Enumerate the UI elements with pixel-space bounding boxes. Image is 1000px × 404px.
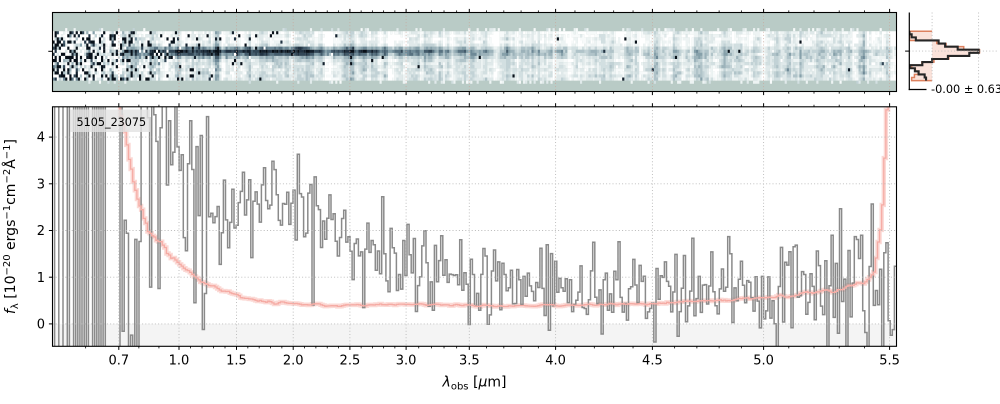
x-tick-label: 2.0 [283, 354, 304, 369]
ylabel-part-3: −20 [2, 254, 13, 275]
xlabel-subscript: obs [451, 382, 469, 393]
x-tick-label: 5.0 [753, 354, 774, 369]
xlabel-lambda: λ [442, 375, 451, 391]
twod-spectrum-panel [48, 9, 896, 95]
ylabel-part-6: cm [3, 184, 19, 205]
ylabel-part-2: [10 [3, 276, 19, 304]
y-tick-label: 2 [37, 224, 45, 239]
ylabel-part-8: Å [2, 159, 19, 169]
ylabel-part-7: −2 [2, 169, 13, 184]
x-tick-label: 5.5 [879, 354, 900, 369]
ylabel-part-4: ergs [3, 220, 19, 255]
y-tick-label: 1 [37, 271, 45, 286]
profile-stats: -0.00 ± 0.63 [927, 83, 1000, 97]
xlabel-bracket: [ [469, 375, 479, 391]
x-tick-label: 3.5 [459, 354, 480, 369]
xlabel-unit-close: m] [487, 375, 506, 391]
y-tick-label: 0 [37, 318, 45, 333]
x-tick-label: 2.5 [340, 354, 361, 369]
x-axis-label: λobs [μm] [442, 375, 507, 393]
y-axis-label: fλ [10−20 ergs−1cm−2Å−1] [2, 139, 21, 314]
xlabel-mu: μ [477, 375, 487, 391]
twod-heatmap [53, 28, 897, 84]
below-zero-shading [53, 324, 897, 346]
profile-stats-label: -0.00 ± 0.63 [931, 83, 1000, 96]
x-tick-label: 4.0 [545, 354, 566, 369]
object-id-label: 5105_23075 [71, 110, 151, 133]
y-tick-label: 4 [37, 131, 45, 146]
ylabel-part-9: −1 [2, 144, 13, 159]
y-tick-label: 3 [37, 177, 45, 192]
spatial-profile-panel [905, 13, 997, 91]
x-tick-label: 3.0 [396, 354, 417, 369]
x-tick-label: 4.5 [642, 354, 663, 369]
ylabel-part-10: ] [3, 139, 19, 144]
ylabel-part-5: −1 [2, 205, 13, 220]
x-tick-label: 0.7 [108, 354, 129, 369]
object-id-text: 5105_23075 [77, 116, 147, 129]
x-tick-label: 1.0 [169, 354, 190, 369]
x-tick-label: 1.5 [226, 354, 247, 369]
profile-plot-area [910, 31, 980, 80]
